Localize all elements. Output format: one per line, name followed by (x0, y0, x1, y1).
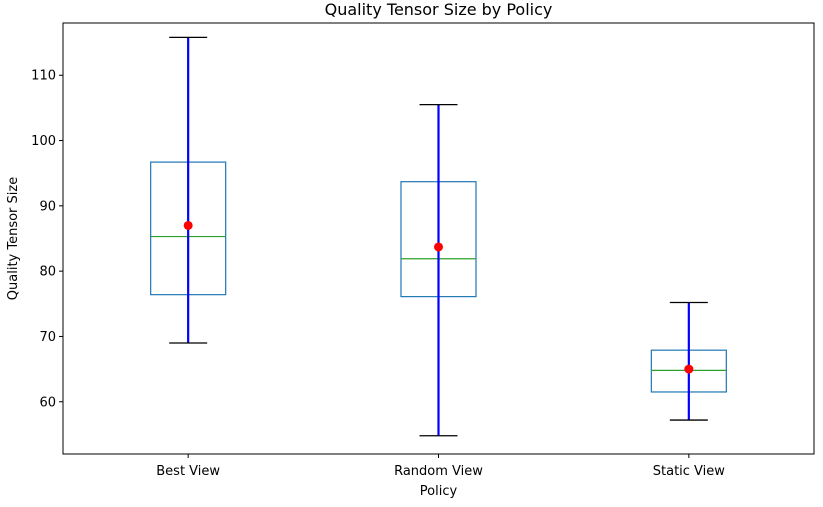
y-tick-label: 70 (39, 330, 56, 345)
y-tick-label: 90 (39, 199, 56, 214)
mean-point (183, 220, 193, 230)
mean-point (684, 364, 694, 374)
y-axis-label: Quality Tensor Size (6, 177, 21, 300)
x-axis: Best View Random View Static View (156, 454, 725, 479)
y-tick-label: 80 (39, 265, 56, 280)
y-tick-label: 100 (31, 134, 56, 149)
y-axis: 60 70 80 90 100 110 (31, 69, 63, 410)
mean-point (434, 242, 443, 252)
x-tick-label: Best View (156, 464, 220, 479)
x-tick-label: Static View (653, 464, 726, 479)
y-tick-label: 60 (39, 395, 56, 410)
y-tick-label: 110 (31, 69, 56, 84)
x-tick-label: Random View (394, 464, 483, 479)
box-series (150, 36, 727, 437)
chart-title: Quality Tensor Size by Policy (325, 0, 553, 19)
x-axis-label: Policy (420, 484, 458, 499)
